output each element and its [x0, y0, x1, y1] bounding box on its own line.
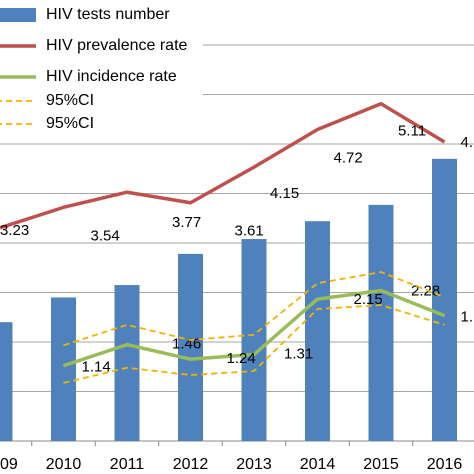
- legend-label: HIV prevalence rate: [46, 37, 188, 54]
- data-label: 1.46: [172, 336, 201, 353]
- x-tick-label: 2014: [300, 456, 336, 473]
- ci-line: [63, 304, 445, 384]
- bar: [432, 158, 457, 441]
- data-label: 4.: [461, 134, 474, 151]
- x-tick-label: 2011: [110, 456, 145, 473]
- legend-box: [0, 0, 203, 135]
- legend-label: 95%CI: [46, 115, 94, 132]
- x-tick-label: 2016: [427, 456, 463, 473]
- data-label: 3.23: [0, 222, 29, 239]
- legend-label: HIV incidence rate: [46, 68, 177, 85]
- x-tick-label: 2013: [236, 456, 272, 473]
- data-label: 1.14: [82, 359, 111, 376]
- x-tick-label: 2009: [0, 456, 18, 473]
- bar: [0, 322, 13, 441]
- legend-label: 95%CI: [46, 92, 94, 109]
- data-label: 3.61: [235, 223, 264, 240]
- data-label: 3.77: [172, 214, 201, 231]
- line: [62, 288, 446, 368]
- data-label: 1.31: [284, 346, 313, 363]
- data-label: 1.24: [227, 350, 256, 367]
- bar: [305, 221, 330, 441]
- line: [0, 101, 446, 230]
- x-tick-label: 2012: [173, 456, 209, 473]
- bar: [368, 204, 394, 441]
- bar: [241, 239, 267, 441]
- bar: [178, 253, 203, 441]
- data-label: 5.11: [398, 123, 426, 140]
- ci-line: [63, 271, 445, 347]
- legend-label: HIV tests number: [46, 6, 170, 23]
- bar: [51, 297, 76, 441]
- bar: [114, 285, 140, 441]
- x-tick-label: 2010: [46, 456, 82, 473]
- x-tick-label: 2015: [363, 456, 399, 473]
- data-label: 2.28: [411, 282, 440, 299]
- data-label: 3.54: [91, 227, 120, 244]
- data-label: 2.15: [354, 291, 383, 308]
- legend-swatch: [0, 8, 36, 22]
- data-label: 4.15: [270, 185, 299, 202]
- data-label: 1.: [461, 309, 474, 326]
- data-label: 4.72: [334, 149, 363, 166]
